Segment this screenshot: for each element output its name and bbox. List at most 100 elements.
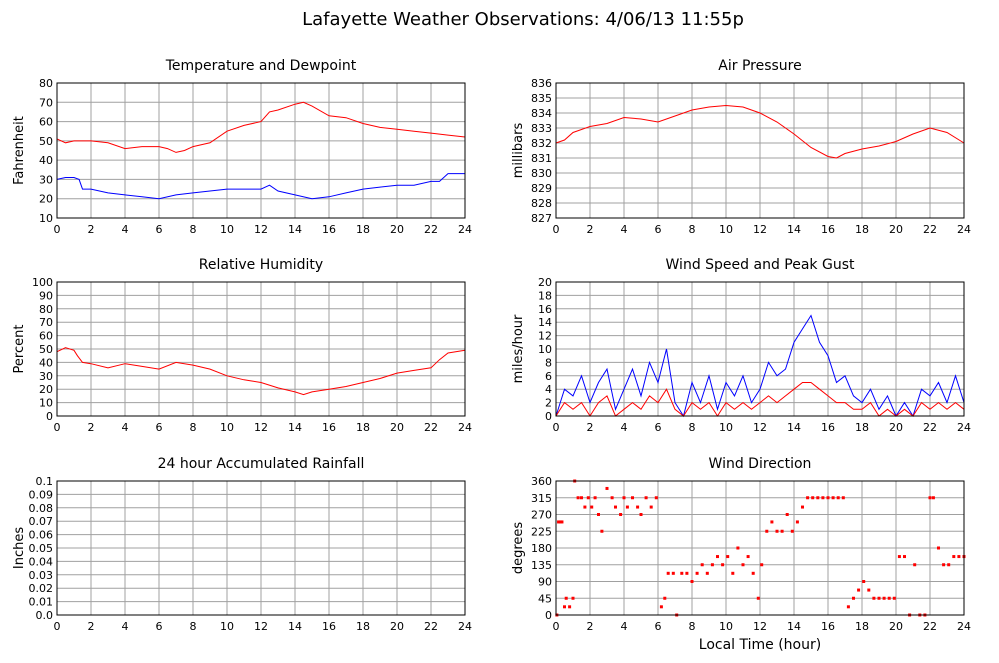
direction-y-tick-label: 180 bbox=[531, 542, 552, 555]
direction-point bbox=[882, 596, 886, 600]
pressure-x-tick-label: 4 bbox=[621, 223, 628, 236]
direction-point bbox=[957, 555, 961, 559]
wind-y-axis-label: miles/hour bbox=[511, 314, 526, 383]
rain-plot-frame bbox=[56, 480, 466, 616]
rain-x-tick-label: 16 bbox=[322, 620, 336, 633]
rain-x-tick-label: 10 bbox=[220, 620, 234, 633]
rain-x-tick-label: 24 bbox=[458, 620, 472, 633]
rain-y-tick-label: 0.08 bbox=[29, 502, 54, 515]
temp-title: Temperature and Dewpoint bbox=[165, 58, 357, 74]
direction-point bbox=[826, 496, 830, 500]
direction-point bbox=[806, 496, 810, 500]
direction-point bbox=[821, 496, 825, 500]
direction-point bbox=[836, 496, 840, 500]
direction-point bbox=[892, 596, 896, 600]
temp-x-tick-label: 2 bbox=[88, 223, 95, 236]
direction-point bbox=[639, 513, 643, 516]
rain-y-tick-label: 0.0 bbox=[36, 609, 54, 622]
humidity-y-tick-label: 90 bbox=[39, 289, 53, 302]
direction-point bbox=[695, 571, 699, 575]
direction-point bbox=[928, 496, 932, 500]
temp-y-tick-label: 30 bbox=[39, 173, 53, 186]
pressure-x-tick-label: 18 bbox=[855, 223, 869, 236]
direction-x-tick-label: 12 bbox=[753, 620, 767, 633]
wind-x-tick-label: 12 bbox=[753, 421, 767, 434]
humidity-y-tick-label: 100 bbox=[32, 276, 53, 289]
rain-y-tick-label: 0.02 bbox=[29, 582, 54, 595]
direction-point bbox=[952, 555, 956, 559]
direction-x-tick-label: 2 bbox=[587, 620, 594, 633]
direction-point bbox=[721, 563, 725, 567]
pressure-x-tick-label: 22 bbox=[923, 223, 937, 236]
direction-point bbox=[666, 571, 670, 575]
temp-x-tick-label: 14 bbox=[288, 223, 302, 236]
direction-point bbox=[887, 596, 891, 600]
temp-y-tick-label: 10 bbox=[39, 212, 53, 225]
direction-point bbox=[619, 513, 623, 516]
humidity-x-tick-label: 24 bbox=[458, 421, 472, 434]
direction-plot-frame bbox=[555, 480, 965, 616]
rain-y-tick-label: 0.04 bbox=[29, 555, 54, 568]
temp-series-line-0 bbox=[56, 101, 466, 153]
humidity-x-tick-label: 22 bbox=[424, 421, 438, 434]
direction-point bbox=[557, 520, 561, 524]
direction-point bbox=[700, 563, 704, 567]
humidity-plot-frame bbox=[56, 281, 466, 417]
direction-y-tick-label: 360 bbox=[531, 475, 552, 488]
direction-point bbox=[610, 496, 614, 500]
humidity-y-tick-label: 40 bbox=[39, 356, 53, 369]
direction-y-tick-label: 135 bbox=[531, 559, 552, 572]
wind-y-tick-label: 10 bbox=[538, 343, 552, 356]
pressure-y-tick-label: 835 bbox=[531, 92, 552, 105]
direction-point bbox=[590, 505, 594, 509]
pressure-x-tick-label: 6 bbox=[655, 223, 662, 236]
rain-y-axis-label: Inches bbox=[12, 527, 27, 569]
temp-y-tick-label: 50 bbox=[39, 135, 53, 148]
rain-y-tick-label: 0.1 bbox=[36, 475, 54, 488]
pressure-x-tick-label: 16 bbox=[821, 223, 835, 236]
direction-point bbox=[563, 605, 566, 609]
pressure-y-tick-label: 836 bbox=[531, 77, 552, 90]
humidity-y-tick-label: 60 bbox=[39, 330, 53, 343]
humidity-x-tick-label: 6 bbox=[156, 421, 163, 434]
direction-x-tick-label: 4 bbox=[621, 620, 628, 633]
direction-point bbox=[857, 588, 861, 592]
wind-y-tick-label: 18 bbox=[538, 289, 552, 302]
direction-point bbox=[726, 555, 730, 559]
pressure-x-tick-label: 20 bbox=[889, 223, 903, 236]
wind-x-tick-label: 18 bbox=[855, 421, 869, 434]
direction-y-tick-label: 225 bbox=[531, 525, 552, 538]
direction-point bbox=[663, 596, 667, 600]
direction-point bbox=[765, 529, 769, 533]
direction-point bbox=[877, 596, 881, 600]
pressure-series-line-0 bbox=[555, 104, 965, 159]
wind-x-tick-label: 6 bbox=[655, 421, 662, 434]
pressure-plot-frame bbox=[555, 82, 965, 219]
temp-x-tick-label: 8 bbox=[190, 223, 197, 236]
wind-plot-frame bbox=[555, 281, 965, 417]
humidity-x-tick-label: 10 bbox=[220, 421, 234, 434]
pressure-x-tick-label: 12 bbox=[753, 223, 767, 236]
direction-y-axis-label: degrees bbox=[511, 522, 526, 575]
direction-point bbox=[685, 571, 689, 575]
rain-title: 24 hour Accumulated Rainfall bbox=[158, 456, 365, 472]
direction-point bbox=[785, 513, 789, 516]
direction-y-tick-label: 45 bbox=[538, 592, 552, 605]
wind-x-tick-label: 10 bbox=[719, 421, 733, 434]
direction-point bbox=[775, 529, 779, 533]
direction-point bbox=[636, 505, 640, 509]
humidity-x-tick-label: 14 bbox=[288, 421, 302, 434]
direction-x-tick-label: 14 bbox=[787, 620, 801, 633]
temp-x-tick-label: 4 bbox=[122, 223, 129, 236]
direction-point bbox=[756, 596, 760, 600]
pressure-y-tick-label: 830 bbox=[531, 167, 552, 180]
direction-point bbox=[841, 496, 845, 500]
pressure-title: Air Pressure bbox=[718, 58, 801, 74]
temp-x-tick-label: 20 bbox=[390, 223, 404, 236]
temp-x-tick-label: 10 bbox=[220, 223, 234, 236]
temp-y-tick-label: 80 bbox=[39, 77, 53, 90]
temp-y-axis-label: Fahrenheit bbox=[12, 116, 27, 185]
